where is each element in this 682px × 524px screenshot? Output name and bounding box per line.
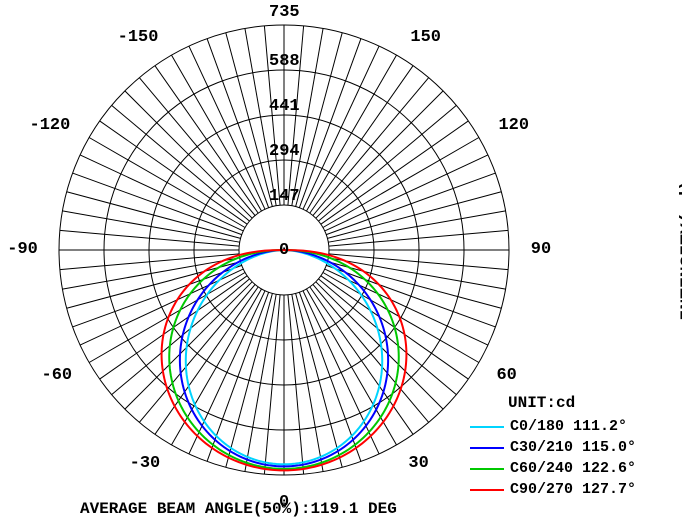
legend-swatch xyxy=(470,426,504,428)
angle-tick-label: -60 xyxy=(42,366,73,385)
radial-tick-label: 0 xyxy=(279,241,289,260)
legend-item: C90/270 127.7° xyxy=(470,479,636,500)
radial-tick-label: 441 xyxy=(269,97,300,116)
legend-item: C0/180 111.2° xyxy=(470,416,636,437)
angle-tick-label: 30 xyxy=(408,454,428,473)
legend-label: C60/240 122.6° xyxy=(510,460,636,477)
legend-item: C60/240 122.6° xyxy=(470,458,636,479)
angle-tick-label: -120 xyxy=(30,116,71,135)
legend-label: C30/210 115.0° xyxy=(510,439,636,456)
angle-tick-label: 90 xyxy=(531,240,551,259)
radial-tick-label: 294 xyxy=(269,142,300,161)
legend-label: C0/180 111.2° xyxy=(510,418,627,435)
unit-label: UNIT:cd xyxy=(508,394,575,412)
y-axis-label: INTENSITY(cd) xyxy=(678,180,682,320)
angle-tick-label: 120 xyxy=(498,116,529,135)
angle-tick-label: 0 xyxy=(279,493,289,512)
legend-swatch xyxy=(470,447,504,449)
legend-swatch xyxy=(470,468,504,470)
angle-tick-label: 60 xyxy=(496,366,516,385)
radial-tick-label: 588 xyxy=(269,52,300,71)
legend: C0/180 111.2° C30/210 115.0° C60/240 122.6… xyxy=(470,416,636,500)
angle-tick-label: -90 xyxy=(7,240,38,259)
legend-swatch xyxy=(470,489,504,491)
footer-label: AVERAGE BEAM ANGLE(50%):119.1 DEG xyxy=(80,500,397,518)
angle-tick-label: -30 xyxy=(130,454,161,473)
angle-tick-label: -150 xyxy=(118,28,159,47)
radial-tick-label: 147 xyxy=(269,187,300,206)
legend-label: C90/270 127.7° xyxy=(510,481,636,498)
legend-item: C30/210 115.0° xyxy=(470,437,636,458)
angle-tick-label: 150 xyxy=(410,28,441,47)
radial-tick-label: 735 xyxy=(269,3,300,22)
